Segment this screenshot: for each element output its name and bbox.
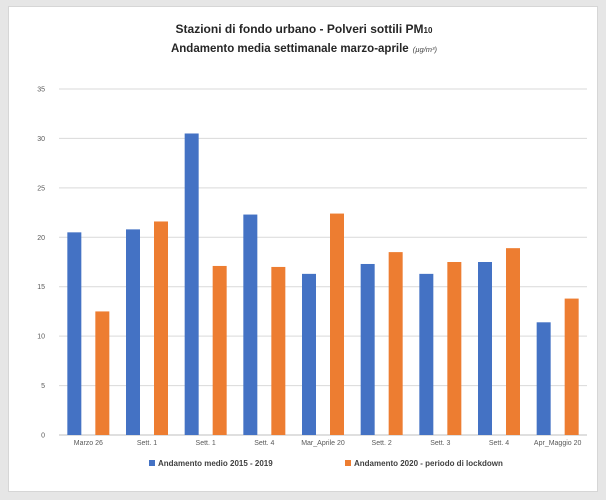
bar-series-2 bbox=[506, 248, 520, 435]
x-tick-label: Sett. 4 bbox=[489, 440, 509, 447]
bar-series-2 bbox=[154, 221, 168, 435]
chart-title-subscript: 10 bbox=[424, 26, 433, 35]
x-axis-ticks: Marzo 26 Sett. 1 Sett. 1 Sett. 4 Mar_Aprile … bbox=[74, 440, 582, 447]
bar-series-1 bbox=[67, 232, 82, 435]
bar-series-1 bbox=[478, 262, 492, 435]
legend-entry: Andamento 2020 - periodo di lockdown bbox=[354, 459, 503, 468]
bar-series-2 bbox=[388, 252, 403, 435]
chart-title-main: Stazioni di fondo urbano - Polveri sotti… bbox=[176, 22, 424, 36]
y-tick-label: 15 bbox=[37, 284, 45, 291]
bar-series-2 bbox=[212, 265, 227, 435]
bar-series-1 bbox=[126, 229, 140, 435]
bar-series-2 bbox=[447, 262, 462, 435]
bar-series-2 bbox=[330, 213, 344, 435]
x-tick-label: Sett. 3 bbox=[430, 440, 450, 447]
legend: Andamento medio 2015 - 2019 Andamento 202… bbox=[149, 459, 503, 468]
y-axis-ticks: 0 5 10 15 20 25 30 35 bbox=[37, 87, 45, 440]
y-tick-label: 30 bbox=[37, 136, 45, 143]
chart-title-line-1: Stazioni di fondo urbano - Polveri sotti… bbox=[176, 22, 433, 36]
x-tick-label: Sett. 1 bbox=[196, 440, 216, 447]
legend-swatch bbox=[149, 460, 155, 466]
y-tick-label: 5 bbox=[41, 383, 45, 390]
x-tick-label: Sett. 1 bbox=[137, 440, 157, 447]
y-tick-label: 10 bbox=[37, 334, 45, 341]
x-tick-label: Apr_Maggio 20 bbox=[534, 440, 582, 447]
x-tick-label: Marzo 26 bbox=[74, 440, 103, 447]
y-tick-label: 25 bbox=[37, 185, 45, 192]
y-tick-label: 0 bbox=[41, 433, 45, 440]
y-tick-label: 35 bbox=[37, 87, 45, 94]
chart-frame: Stazioni di fondo urbano - Polveri sotti… bbox=[8, 6, 598, 492]
legend-entry: Andamento medio 2015 - 2019 bbox=[158, 459, 273, 468]
bar-chart: Stazioni di fondo urbano - Polveri sotti… bbox=[37, 22, 587, 468]
bar-series-1 bbox=[184, 133, 199, 435]
x-tick-label: Sett. 2 bbox=[372, 440, 392, 447]
x-tick-label: Mar_Aprile 20 bbox=[301, 440, 345, 447]
x-tick-label: Sett. 4 bbox=[254, 440, 274, 447]
bar-series-2 bbox=[271, 266, 286, 435]
chart-unit: (µg/m³) bbox=[413, 45, 438, 54]
bar-series-1 bbox=[419, 273, 434, 435]
bar-series-1 bbox=[536, 322, 551, 435]
y-tick-label: 20 bbox=[37, 235, 45, 242]
bar-series-1 bbox=[243, 214, 258, 435]
bar-series-2 bbox=[95, 311, 110, 435]
chart-title-line-2: Andamento media settimanale marzo-aprile… bbox=[171, 43, 438, 55]
bar-series-1 bbox=[302, 273, 316, 435]
legend-swatch bbox=[345, 460, 351, 466]
bars bbox=[67, 133, 579, 435]
chart-subtitle: Andamento media settimanale marzo-aprile bbox=[171, 43, 409, 55]
bar-series-2 bbox=[564, 298, 579, 435]
bar-series-1 bbox=[360, 263, 375, 435]
gridlines bbox=[59, 88, 587, 436]
